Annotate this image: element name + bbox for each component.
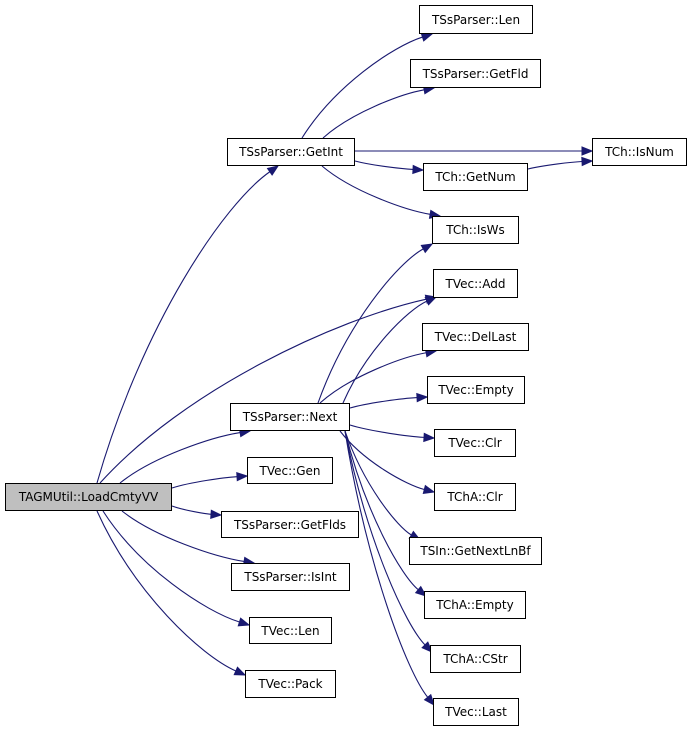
node-isnum[interactable]: TCh::IsNum <box>592 138 687 166</box>
node-label: TVec::Pack <box>258 677 323 691</box>
node-label: TSsParser::GetFlds <box>233 517 347 532</box>
node-label: TChA::CStr <box>443 652 508 666</box>
edge-getnum-to-isnum <box>527 160 583 170</box>
edge-root-to-next <box>119 432 241 484</box>
edge-root-to-add <box>99 298 427 484</box>
edge-next-to-dellast <box>319 352 427 404</box>
edge-root-to-veclen <box>102 510 240 623</box>
arrowhead-icon <box>266 165 280 176</box>
arrowhead-icon <box>420 32 434 42</box>
node-chaclr[interactable]: TChA::Clr <box>434 483 516 511</box>
edge-next-to-getnextlnbf <box>344 430 412 536</box>
node-empty[interactable]: TVec::Empty <box>427 376 525 404</box>
node-label: TVec::Last <box>445 705 507 719</box>
node-label: TChA::Empty <box>436 598 514 612</box>
node-gen[interactable]: TVec::Gen <box>247 457 333 484</box>
node-sslen[interactable]: TSsParser::Len <box>419 5 533 34</box>
node-label: TVec::Gen <box>259 463 321 478</box>
node-clr[interactable]: TVec::Clr <box>434 429 516 457</box>
edge-next-to-cstr <box>344 430 426 646</box>
node-label: TCh::IsWs <box>446 223 505 237</box>
node-getint[interactable]: TSsParser::GetInt <box>227 138 355 166</box>
node-label: TVec::DelLast <box>434 330 517 344</box>
arrowhead-icon <box>414 585 428 597</box>
arrowhead-icon <box>420 243 434 254</box>
edge-root-to-gen <box>171 476 238 489</box>
node-getnextlnbf[interactable]: TSIn::GetNextLnBf <box>409 537 542 565</box>
arrowhead-icon <box>416 392 429 403</box>
arrowhead-icon <box>237 617 251 627</box>
edge-next-to-isws <box>317 248 424 404</box>
node-label: TSsParser::Len <box>431 12 521 27</box>
node-label: TCh::IsNum <box>605 145 674 159</box>
node-label: TSsParser::Next <box>242 410 338 424</box>
edge-root-to-getint <box>96 171 271 484</box>
node-isws[interactable]: TCh::IsWs <box>432 216 519 244</box>
node-label: TVec::Clr <box>448 436 502 450</box>
node-label: TSsParser::GetFld <box>422 66 529 81</box>
arrowhead-icon <box>210 509 223 519</box>
edge-next-to-add <box>342 300 428 404</box>
edge-getint-to-isws <box>321 165 431 215</box>
node-isint[interactable]: TSsParser::IsInt <box>231 563 350 591</box>
arrowhead-icon <box>423 432 436 443</box>
arrowhead-icon <box>423 693 435 707</box>
arrowhead-icon <box>422 484 436 494</box>
node-chaempty[interactable]: TChA::Empty <box>424 591 526 619</box>
node-cstr[interactable]: TChA::CStr <box>430 645 521 673</box>
node-last[interactable]: TVec::Last <box>433 698 519 726</box>
node-add[interactable]: TVec::Add <box>433 269 518 298</box>
node-label: TVec::Len <box>261 623 320 638</box>
arrowhead-icon <box>412 164 425 175</box>
arrowhead-icon <box>424 296 438 306</box>
edge-getint-to-sslen <box>301 36 423 139</box>
arrowhead-icon <box>233 666 247 676</box>
node-next[interactable]: TSsParser::Next <box>230 403 350 431</box>
edge-next-to-empty <box>349 397 418 409</box>
node-label: TSsParser::GetInt <box>239 145 343 159</box>
node-root[interactable]: TAGMUtil::LoadCmtyVV <box>5 483 172 511</box>
edge-root-to-pack <box>96 510 237 672</box>
node-label: TCh::GetNum <box>435 170 516 184</box>
node-veclen[interactable]: TVec::Len <box>249 617 332 644</box>
edge-next-to-clr <box>349 424 425 438</box>
edge-next-to-chaempty <box>344 430 419 591</box>
node-label: TAGMUtil::LoadCmtyVV <box>18 490 159 504</box>
node-getfld[interactable]: TSsParser::GetFld <box>410 59 541 88</box>
node-dellast[interactable]: TVec::DelLast <box>422 323 529 351</box>
node-label: TVec::Add <box>445 276 506 291</box>
node-label: TChA::Clr <box>447 490 503 504</box>
arrowhead-icon <box>581 146 594 156</box>
node-getflds[interactable]: TSsParser::GetFlds <box>221 511 359 538</box>
edge-root-to-isint <box>121 510 245 562</box>
arrowhead-icon <box>236 471 249 482</box>
arrowhead-icon <box>421 641 433 653</box>
node-label: TSsParser::IsInt <box>244 570 337 584</box>
node-pack[interactable]: TVec::Pack <box>245 670 336 698</box>
arrowhead-icon <box>581 156 594 167</box>
node-label: TSIn::GetNextLnBf <box>420 544 531 558</box>
node-label: TVec::Empty <box>438 383 514 397</box>
edge-getint-to-getnum <box>354 160 414 171</box>
edge-getint-to-getfld <box>322 89 425 139</box>
edge-root-to-getflds <box>171 505 212 515</box>
node-getnum[interactable]: TCh::GetNum <box>423 163 528 191</box>
edge-next-to-last <box>344 430 429 698</box>
